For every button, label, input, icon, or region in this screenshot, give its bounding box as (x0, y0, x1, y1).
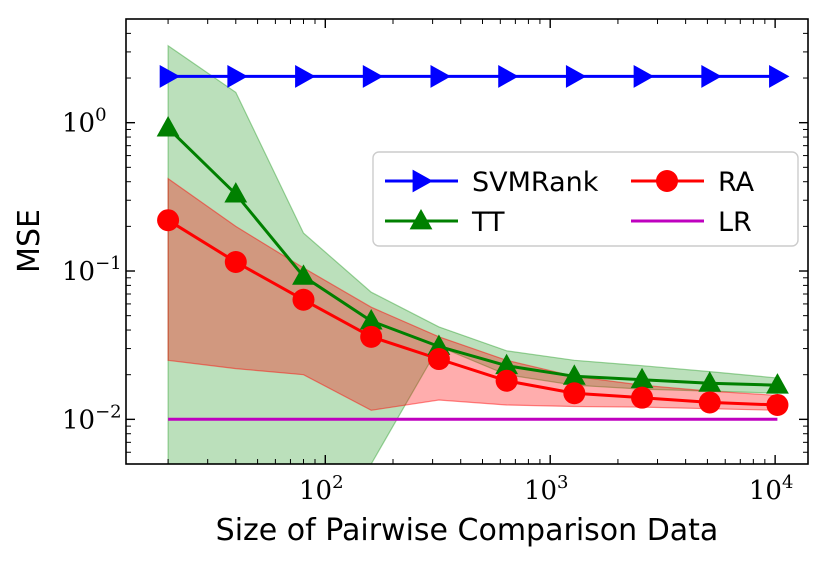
plot-frame (125, 18, 809, 465)
point-svmrank (362, 65, 384, 88)
point-tt (495, 353, 519, 375)
legend-label-lr: LR (718, 207, 752, 238)
point-tt (562, 364, 586, 385)
legend-marker-svmrank (412, 169, 433, 193)
point-ra (360, 325, 383, 348)
point-tt (224, 182, 248, 203)
point-svmrank (701, 65, 722, 88)
series-markers (156, 65, 790, 416)
point-ra (495, 369, 518, 392)
point-ra (427, 348, 450, 371)
point-ra (224, 251, 247, 274)
tick-labels: 102 103 104 100 10−1 10−2 (62, 105, 793, 506)
point-svmrank (565, 65, 587, 88)
y-tick-label: 100 (62, 105, 107, 139)
series-lines (167, 74, 778, 421)
point-ra (698, 391, 721, 414)
legend-marker-ra (656, 170, 678, 192)
point-svmrank (769, 65, 790, 88)
legend-label-tt: TT (471, 207, 505, 238)
major-ticks (126, 19, 808, 464)
x-tick-label: 102 (299, 472, 344, 506)
legend: SVMRank RA TT LR (372, 151, 799, 247)
point-ra (766, 393, 789, 416)
line-ra (167, 218, 778, 407)
point-tt (766, 373, 789, 394)
x-axis-title: Size of Pairwise Comparison Data (216, 513, 719, 548)
point-tt (630, 367, 654, 389)
point-svmrank (159, 65, 181, 88)
point-svmrank (430, 65, 451, 88)
legend-marker-tt (409, 209, 433, 230)
y-tick-label: 10−2 (62, 401, 122, 435)
x-tick-label: 104 (749, 472, 794, 506)
legend-label-svmrank: SVMRank (472, 167, 599, 198)
point-ra (563, 382, 586, 405)
legend-label-ra: RA (718, 167, 755, 198)
y-tick-label: 10−1 (62, 253, 122, 287)
x-tick-label: 103 (524, 472, 569, 506)
point-tt (698, 371, 722, 392)
point-svmrank (498, 65, 519, 88)
line-tt (167, 127, 778, 387)
point-ra (157, 209, 180, 232)
point-svmrank (633, 65, 655, 88)
point-svmrank (227, 65, 248, 88)
point-svmrank (295, 65, 316, 88)
point-tt (292, 264, 315, 285)
point-ra (292, 288, 315, 311)
point-tt (359, 309, 383, 330)
point-tt (156, 116, 180, 137)
point-ra (631, 386, 654, 409)
y-axis-title: MSE (12, 209, 47, 273)
